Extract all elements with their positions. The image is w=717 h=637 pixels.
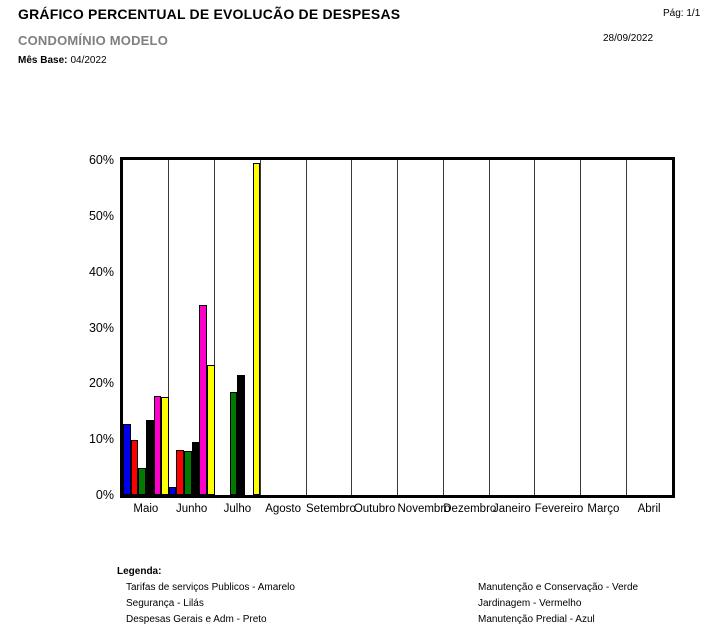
base-month: Mês Base: 04/2022 xyxy=(18,55,107,66)
bar-preto-junho xyxy=(191,441,200,495)
bar-azul-junho xyxy=(168,487,177,495)
y-tick-label: 20% xyxy=(88,376,114,391)
page-title: GRÁFICO PERCENTUAL DE EVOLUCÃO DE DESPES… xyxy=(18,6,401,22)
x-tick-label-janeiro: Janeiro xyxy=(493,503,531,515)
legend-item: Tarifas de serviços Publicos - Amarelo xyxy=(126,582,295,593)
gridline xyxy=(214,160,215,495)
bar-vermelho-junho xyxy=(176,449,184,495)
legend-item: Manutenção Predial - Azul xyxy=(478,614,595,625)
gridline xyxy=(168,160,170,495)
legend-item: Jardinagem - Vermelho xyxy=(478,598,582,609)
x-tick-label-novembro: Novembro xyxy=(397,503,451,515)
legend-right-column: Manutenção e Conservação - Verde Jardinag… xyxy=(478,580,638,628)
x-tick-label-março: Março xyxy=(587,503,620,515)
base-month-label: Mês Base: xyxy=(18,55,68,66)
y-tick-label: 0% xyxy=(95,488,114,502)
x-tick-label-abril: Abril xyxy=(637,503,661,515)
gridline xyxy=(534,160,536,495)
gridline xyxy=(305,160,307,495)
legend-left-column: Tarifas de serviços Publicos - Amarelo Se… xyxy=(126,580,295,628)
x-tick-label-setembro: Setembro xyxy=(306,503,356,515)
bar-preto-julho xyxy=(237,374,245,495)
legend-item: Despesas Gerais e Adm - Preto xyxy=(126,614,267,625)
plot-area xyxy=(120,157,675,498)
x-tick-label-maio: Maio xyxy=(133,503,159,515)
bar-amarelo-junho xyxy=(206,364,215,495)
y-tick-label: 30% xyxy=(88,320,114,335)
gridline xyxy=(442,160,444,495)
y-tick-label: 50% xyxy=(88,208,114,223)
x-tick-label-fevereiro: Fevereiro xyxy=(534,503,584,515)
bar-amarelo-maio xyxy=(161,396,169,495)
y-tick-label: 40% xyxy=(88,264,114,279)
y-tick-label: 60% xyxy=(88,153,114,167)
gridline xyxy=(259,160,261,495)
x-tick-label-julho: Julho xyxy=(223,503,252,515)
bar-lilás-maio xyxy=(153,395,162,495)
x-tick-label-agosto: Agosto xyxy=(265,503,302,515)
gridline xyxy=(625,160,627,495)
bar-preto-maio xyxy=(145,420,154,495)
legend-item: Manutenção e Conservação - Verde xyxy=(478,582,639,593)
gridline xyxy=(488,160,490,495)
bar-azul-maio xyxy=(123,423,131,495)
bar-vermelho-maio xyxy=(130,439,139,495)
bar-verde-maio xyxy=(138,468,146,495)
legend-item: Segurança - Lilás xyxy=(126,598,204,609)
condominium-name: CONDOMÍNIO MODELO xyxy=(18,33,169,48)
gridline xyxy=(580,160,581,495)
gridline xyxy=(397,160,398,495)
legend-title: Legenda: xyxy=(117,566,162,577)
report-date: 28/09/2022 xyxy=(603,33,654,44)
bar-lilás-junho xyxy=(199,305,207,495)
base-month-value: 04/2022 xyxy=(70,55,107,66)
x-tick-label-dezembro: Dezembro xyxy=(443,503,497,515)
y-tick-label: 10% xyxy=(88,432,114,447)
x-tick-label-junho: Junho xyxy=(175,503,208,515)
x-tick-label-outubro: Outubro xyxy=(353,503,396,515)
bar-verde-junho xyxy=(184,450,192,495)
page-number: Pág: 1/1 xyxy=(663,8,701,19)
bar-verde-julho xyxy=(229,391,238,495)
bar-amarelo-julho xyxy=(252,162,261,495)
gridline xyxy=(351,160,353,495)
